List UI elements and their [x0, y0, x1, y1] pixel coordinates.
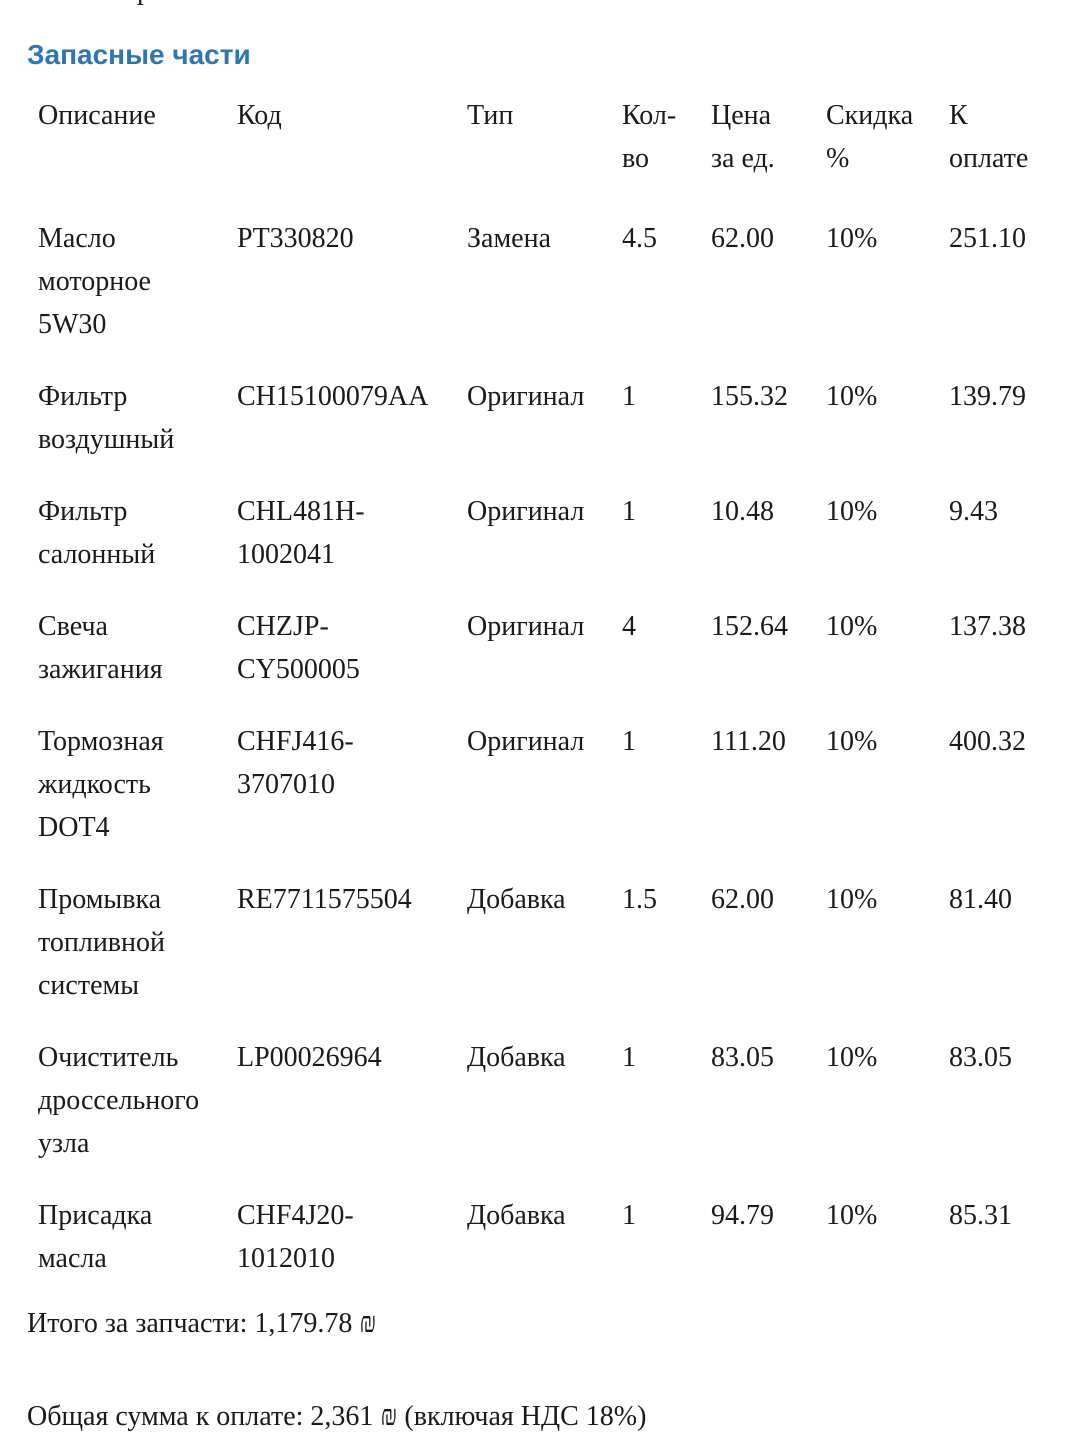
- cell-quantity: 4.5: [622, 223, 657, 254]
- cell-unit-price: 62.00: [711, 884, 774, 915]
- cell-discount: 10%: [826, 496, 878, 527]
- cell-description: Фильтр салонный: [38, 496, 156, 570]
- cell-unit-price: 83.05: [711, 1042, 774, 1073]
- table-header-row: Описание Код Тип Кол- во Цена за ед. Ски…: [27, 94, 1053, 217]
- cell-discount: 10%: [826, 223, 878, 254]
- table-row: Свеча зажигания CHZJP- CY500005 Оригинал…: [27, 605, 1053, 720]
- cell-quantity: 1.5: [622, 884, 657, 915]
- cell-code: CH15100079AA: [237, 381, 429, 412]
- cell-code: RE7711575504: [237, 884, 412, 915]
- cell-discount: 10%: [826, 611, 878, 642]
- table-row: Очиститель дроссельного узла LP00026964 …: [27, 1036, 1053, 1194]
- cell-type: Замена: [467, 223, 552, 254]
- cell-description: Масло моторное 5W30: [38, 223, 151, 340]
- cell-discount: 10%: [826, 1042, 878, 1073]
- cell-type: Добавка: [467, 1042, 566, 1073]
- cell-amount: 139.79: [949, 381, 1026, 412]
- table-row: Фильтр салонный CHL481H- 1002041 Оригина…: [27, 490, 1053, 605]
- column-header-code: Код: [237, 100, 282, 131]
- table-row: Масло моторное 5W30 PT330820 Замена 4.5 …: [27, 217, 1053, 375]
- cell-discount: 10%: [826, 1200, 878, 1231]
- cell-quantity: 1: [622, 1200, 636, 1231]
- table-row: Присадка масла CHF4J20- 1012010 Добавка …: [27, 1194, 1053, 1286]
- cell-description: Свеча зажигания: [38, 611, 163, 685]
- cell-description: Присадка масла: [38, 1200, 153, 1274]
- grand-total-line: Общая сумма к оплате: 2,361 ₪ (включая Н…: [27, 1401, 647, 1432]
- cell-unit-price: 62.00: [711, 223, 774, 254]
- cut-off-text: р: [137, 0, 151, 8]
- cell-discount: 10%: [826, 884, 878, 915]
- parts-total-line: Итого за запчасти: 1,179.78 ₪: [27, 1308, 377, 1339]
- cell-discount: 10%: [826, 381, 878, 412]
- cell-unit-price: 111.20: [711, 726, 786, 757]
- cell-unit-price: 10.48: [711, 496, 774, 527]
- cell-quantity: 1: [622, 381, 636, 412]
- cell-quantity: 1: [622, 496, 636, 527]
- cell-unit-price: 94.79: [711, 1200, 774, 1231]
- cell-code: LP00026964: [237, 1042, 382, 1073]
- cell-code: CHFJ416- 3707010: [237, 726, 354, 800]
- cell-discount: 10%: [826, 726, 878, 757]
- cell-amount: 85.31: [949, 1200, 1012, 1231]
- column-header-quantity: Кол- во: [622, 100, 677, 174]
- column-header-discount: Скидка %: [826, 100, 914, 174]
- cell-description: Промывка топливной системы: [38, 884, 165, 1001]
- cell-code: CHZJP- CY500005: [237, 611, 360, 685]
- cell-quantity: 1: [622, 726, 636, 757]
- cell-amount: 9.43: [949, 496, 998, 527]
- cell-type: Оригинал: [467, 611, 585, 642]
- cell-type: Добавка: [467, 884, 566, 915]
- column-header-description: Описание: [38, 100, 156, 131]
- cell-amount: 400.32: [949, 726, 1026, 757]
- cell-type: Оригинал: [467, 381, 585, 412]
- cell-description: Тормозная жидкость DOT4: [38, 726, 164, 843]
- cut-off-text-fragment: р: [27, 0, 1053, 14]
- section-title: Запасные части: [27, 39, 251, 70]
- cell-unit-price: 155.32: [711, 381, 788, 412]
- cell-code: PT330820: [237, 223, 354, 254]
- table-row: Фильтр воздушный CH15100079AA Оригинал 1…: [27, 375, 1053, 490]
- cell-quantity: 1: [622, 1042, 636, 1073]
- cell-type: Добавка: [467, 1200, 566, 1231]
- column-header-type: Тип: [467, 100, 514, 131]
- cell-code: CHF4J20- 1012010: [237, 1200, 354, 1274]
- table-row: Тормозная жидкость DOT4 CHFJ416- 3707010…: [27, 720, 1053, 878]
- cell-type: Оригинал: [467, 726, 585, 757]
- cell-type: Оригинал: [467, 496, 585, 527]
- cell-description: Фильтр воздушный: [38, 381, 175, 455]
- spare-parts-table: Описание Код Тип Кол- во Цена за ед. Ски…: [27, 94, 1053, 1286]
- cell-description: Очиститель дроссельного узла: [38, 1042, 200, 1159]
- cell-amount: 81.40: [949, 884, 1012, 915]
- cell-amount: 83.05: [949, 1042, 1012, 1073]
- cell-quantity: 4: [622, 611, 636, 642]
- column-header-unit-price: Цена за ед.: [711, 100, 775, 174]
- column-header-amount: К оплате: [949, 100, 1029, 174]
- cell-amount: 251.10: [949, 223, 1026, 254]
- cell-amount: 137.38: [949, 611, 1026, 642]
- cell-unit-price: 152.64: [711, 611, 788, 642]
- cell-code: CHL481H- 1002041: [237, 496, 365, 570]
- table-row: Промывка топливной системы RE7711575504 …: [27, 878, 1053, 1036]
